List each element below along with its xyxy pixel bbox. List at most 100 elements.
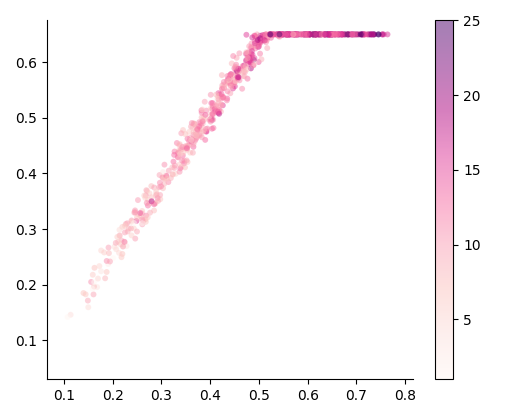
Point — [294, 31, 302, 38]
Point — [207, 100, 215, 107]
Point — [295, 31, 304, 38]
Point — [192, 128, 200, 135]
Point — [249, 62, 257, 69]
Point — [254, 41, 263, 48]
Point — [243, 55, 252, 61]
Point — [267, 31, 275, 38]
Point — [186, 149, 194, 156]
Point — [89, 271, 97, 278]
Point — [293, 31, 301, 38]
Point — [239, 63, 247, 69]
Point — [215, 107, 224, 113]
Point — [312, 31, 320, 38]
Point — [227, 84, 236, 90]
Point — [243, 52, 252, 59]
Point — [247, 57, 255, 64]
Point — [273, 31, 281, 38]
Point — [159, 185, 167, 191]
Point — [123, 220, 131, 227]
Point — [344, 31, 352, 38]
Point — [242, 31, 251, 38]
Point — [346, 31, 354, 38]
Point — [299, 31, 307, 38]
Point — [182, 143, 190, 150]
Point — [281, 31, 290, 38]
Point — [127, 225, 135, 232]
Point — [266, 31, 274, 38]
Point — [154, 195, 162, 201]
Point — [331, 31, 339, 38]
Point — [170, 152, 179, 158]
Point — [193, 134, 201, 140]
Point — [118, 243, 127, 250]
Point — [169, 171, 177, 178]
Point — [183, 135, 192, 142]
Point — [294, 31, 302, 38]
Point — [305, 31, 313, 38]
Point — [331, 31, 339, 38]
Point — [169, 158, 177, 165]
Point — [288, 31, 296, 38]
Point — [310, 31, 318, 38]
Point — [366, 31, 375, 38]
Point — [284, 31, 293, 38]
Point — [66, 311, 75, 318]
Point — [217, 91, 226, 97]
Point — [144, 196, 152, 203]
Point — [240, 73, 249, 80]
Point — [212, 102, 220, 108]
Point — [142, 192, 150, 199]
Point — [342, 31, 350, 38]
Point — [200, 125, 209, 132]
Point — [325, 31, 333, 38]
Point — [321, 31, 330, 38]
Point — [212, 105, 221, 112]
Point — [105, 250, 113, 257]
Point — [267, 31, 276, 38]
Point — [240, 62, 248, 69]
Point — [252, 42, 260, 49]
Point — [196, 132, 204, 139]
Point — [301, 31, 309, 38]
Point — [359, 31, 367, 38]
Point — [250, 55, 258, 61]
Point — [273, 31, 281, 38]
Point — [309, 31, 318, 38]
Point — [223, 78, 231, 85]
Point — [299, 31, 308, 38]
Point — [325, 31, 334, 38]
Point — [323, 31, 332, 38]
Point — [344, 31, 352, 38]
Point — [201, 112, 210, 118]
Point — [291, 31, 299, 38]
Point — [370, 31, 378, 38]
Point — [179, 144, 187, 150]
Point — [289, 31, 297, 38]
Point — [253, 31, 261, 38]
Point — [197, 114, 206, 121]
Point — [239, 64, 247, 71]
Point — [97, 268, 105, 275]
Point — [257, 56, 266, 63]
Point — [279, 31, 287, 38]
Point — [97, 247, 105, 254]
Point — [335, 31, 343, 38]
Point — [330, 31, 338, 38]
Point — [229, 80, 238, 87]
Point — [320, 31, 329, 38]
Point — [301, 31, 309, 38]
Point — [350, 31, 359, 38]
Point — [130, 209, 139, 216]
Point — [261, 32, 269, 38]
Point — [202, 107, 211, 114]
Point — [236, 65, 244, 72]
Point — [256, 35, 264, 42]
Point — [193, 126, 201, 133]
Point — [338, 31, 346, 38]
Point — [211, 108, 220, 115]
Point — [231, 64, 240, 70]
Point — [261, 37, 269, 43]
Point — [93, 284, 101, 291]
Point — [266, 31, 275, 38]
Point — [247, 59, 255, 65]
